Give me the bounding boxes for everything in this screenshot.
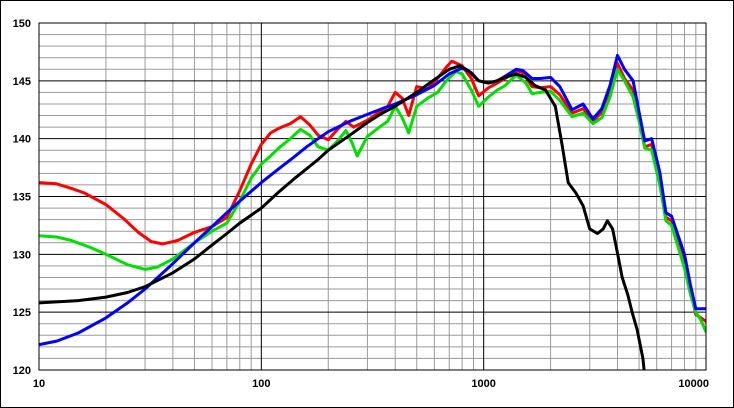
x-axis-labels: 10 100 1000 10000	[33, 378, 709, 390]
plot-border	[38, 22, 707, 371]
series-layer	[39, 53, 706, 370]
y-tick-label: 120	[13, 365, 31, 377]
y-tick-label: 140	[13, 134, 31, 146]
y-tick-label: 135	[13, 192, 31, 204]
grid	[38, 22, 707, 371]
y-tick-label: 145	[13, 76, 31, 88]
y-tick-label: 130	[13, 249, 31, 261]
y-tick-label: 150	[13, 18, 31, 30]
y-tick-label: 125	[13, 307, 31, 319]
y-axis-labels: 120 125 130 135 140 145 150	[13, 18, 31, 377]
x-tick-label: 10	[33, 378, 45, 390]
series-line-black	[39, 64, 646, 370]
x-tick-label: 100	[252, 378, 270, 390]
x-tick-label: 10000	[678, 378, 709, 390]
series-line-blue	[39, 53, 706, 347]
x-tick-label: 1000	[471, 378, 495, 390]
series-line-green	[39, 67, 706, 334]
